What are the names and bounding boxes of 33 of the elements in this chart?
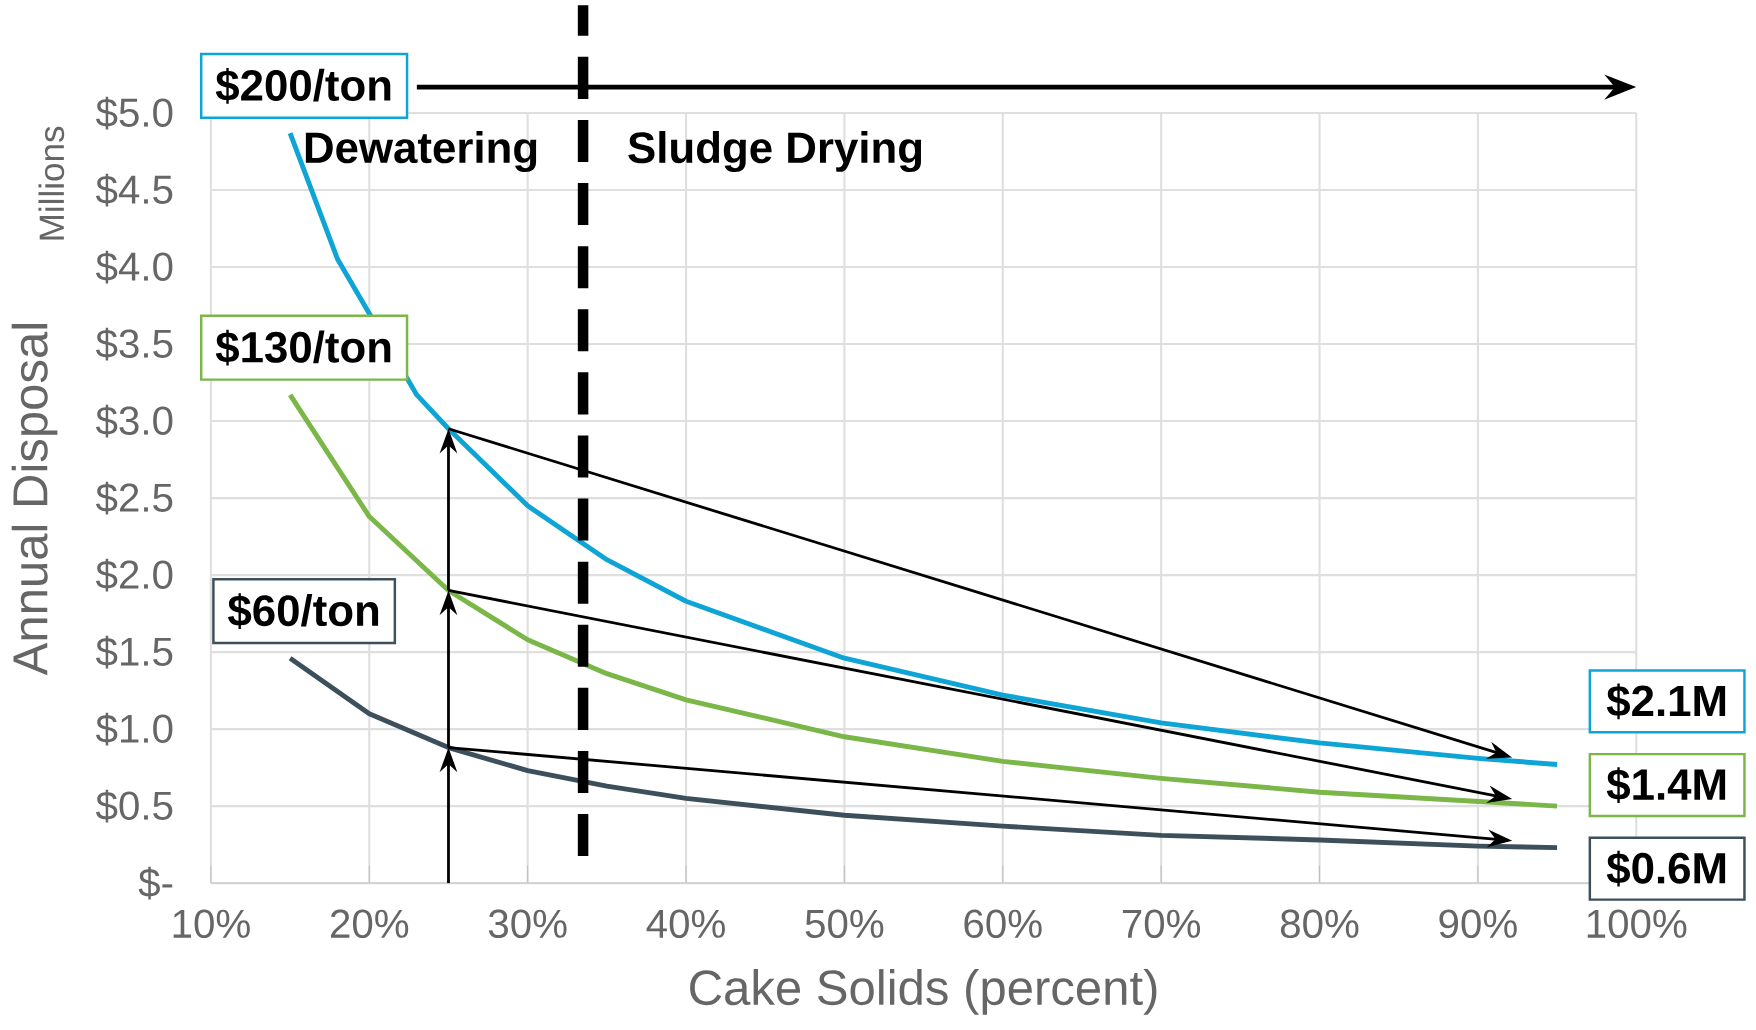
y-tick-label: $2.5 xyxy=(95,481,173,515)
y-tick-label: $1.5 xyxy=(95,635,173,669)
y-tick-label: $5.0 xyxy=(95,96,173,130)
y-tick-label: $- xyxy=(138,866,173,900)
y-tick-label: $4.5 xyxy=(95,173,173,207)
y-tick-label: $0.5 xyxy=(95,789,173,823)
x-tick-label: 90% xyxy=(1439,909,1517,939)
x-tick-label: 80% xyxy=(1280,909,1359,939)
x-tick-label: 50% xyxy=(805,909,884,939)
annotation: $0.6M xyxy=(1606,850,1726,887)
x-tick-label: 10% xyxy=(173,909,250,939)
y-tick-label: $3.5 xyxy=(95,327,173,361)
y-tick-label: $1.0 xyxy=(95,712,173,746)
x-tick-label: 60% xyxy=(964,909,1042,939)
x-tick-label: 70% xyxy=(1122,909,1201,939)
y-tick-label: $4.0 xyxy=(95,250,173,284)
line-series xyxy=(287,655,1560,851)
annotation: Sludge Drying xyxy=(628,131,922,173)
y-tick-label: $3.0 xyxy=(95,404,173,438)
x-tick-label: 20% xyxy=(330,909,409,939)
x-tick-label: 100% xyxy=(1587,909,1687,939)
annotation: $2.1M xyxy=(1606,683,1726,720)
x-tick-label: 40% xyxy=(646,909,725,939)
series-label: $200/ton xyxy=(215,68,391,104)
series-label: $130/ton xyxy=(215,329,391,366)
annotation: Dewatering xyxy=(305,131,537,173)
x-tick-label: 30% xyxy=(488,909,567,939)
annotation: $1.4M xyxy=(1606,767,1726,804)
x-axis-title: Cake Solids (percent) xyxy=(690,969,1157,1015)
y-tick-label: $2.0 xyxy=(95,558,173,592)
text: Millions xyxy=(38,126,65,240)
y-axis-title: Annual Disposal xyxy=(11,324,58,676)
series-label: $60/ton xyxy=(228,593,379,630)
